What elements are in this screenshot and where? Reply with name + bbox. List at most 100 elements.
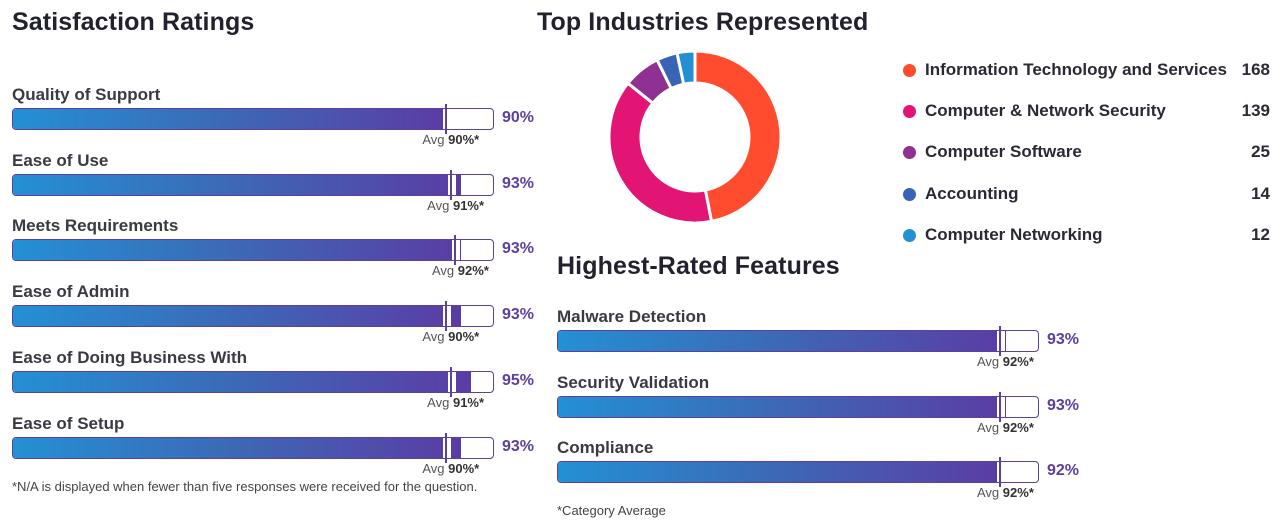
rating-label: Ease of Admin: [12, 282, 130, 302]
rating-bar-track: [12, 436, 494, 459]
rating-bar-track: [557, 330, 1039, 352]
avg-value: 92%*: [1002, 419, 1034, 435]
avg-prefix: Avg: [427, 394, 450, 410]
avg-prefix: Avg: [432, 263, 455, 279]
legend-count: 14: [1251, 183, 1270, 203]
satisfaction-title: Satisfaction Ratings: [12, 8, 255, 36]
rating-bar-fill: [13, 306, 462, 327]
rating-bar-track: [12, 108, 494, 130]
avg-prefix: Avg: [977, 354, 1000, 369]
avg-marker-gap: [997, 396, 1006, 417]
avg-value: 92%*: [1002, 485, 1034, 501]
avg-marker-line: [444, 432, 447, 463]
legend-count: 12: [1251, 224, 1270, 244]
rating-bar-fill: [558, 331, 1007, 351]
rating-value: 92%: [1047, 462, 1080, 480]
legend-label: Accounting: [925, 183, 1019, 203]
avg-marker-line: [454, 235, 457, 266]
avg-marker-gap: [447, 174, 456, 195]
rating-bar-fill: [13, 240, 462, 261]
rating-row: Security Validation 93% Avg 92%*: [557, 373, 1087, 439]
legend-label: Information Technology and Services: [925, 60, 1227, 79]
rating-average: Avg 92%*: [977, 485, 1034, 500]
avg-marker-gap: [442, 437, 451, 458]
rating-average: Avg 91%*: [427, 198, 484, 213]
avg-value: 92%*: [457, 263, 489, 279]
avg-value: 90%*: [448, 460, 480, 476]
rating-bar-track: [12, 305, 494, 328]
rating-value: 90%: [502, 109, 535, 126]
avg-marker-gap: [442, 109, 451, 129]
legend-item[interactable]: Information Technology and Services 168: [903, 59, 1270, 83]
rating-bar-fill: [558, 462, 1002, 483]
legend-item[interactable]: Accounting 14: [903, 183, 1270, 207]
avg-marker-gap: [442, 306, 451, 327]
legend-color-dot-icon: [903, 146, 916, 160]
rating-label: Ease of Doing Business With: [12, 347, 248, 367]
legend-label: Computer Networking: [925, 224, 1103, 244]
rating-row: Malware Detection 93% Avg 92%*: [557, 307, 1087, 373]
rating-bar-track: [12, 239, 494, 262]
rating-bar-track: [557, 461, 1039, 484]
rating-value: 95%: [502, 371, 535, 389]
donut-slice[interactable]: [607, 81, 714, 225]
rating-label: Malware Detection: [557, 307, 707, 326]
rating-row: Compliance 92% Avg 92%*: [557, 438, 1087, 504]
avg-prefix: Avg: [977, 419, 1000, 435]
rating-bar-track: [12, 173, 494, 196]
avg-marker-line: [444, 301, 447, 332]
legend-count: 139: [1241, 101, 1270, 121]
rating-bar-fill: [13, 174, 462, 195]
rating-bar-track: [12, 370, 494, 393]
rating-row: Ease of Use 93% Avg 91%*: [12, 151, 542, 217]
donut-slice[interactable]: [693, 49, 783, 224]
avg-marker-line: [444, 104, 447, 134]
rating-value: 93%: [502, 174, 535, 192]
rating-average: Avg 90%*: [422, 461, 479, 476]
rating-average: Avg 91%*: [427, 395, 484, 410]
avg-prefix: Avg: [427, 197, 450, 213]
legend-item[interactable]: Computer Software 25: [903, 141, 1270, 165]
avg-marker-gap: [447, 371, 456, 392]
legend-color-dot-icon: [903, 64, 916, 77]
donut-slice[interactable]: [675, 49, 697, 86]
rating-row: Meets Requirements 93% Avg 92%*: [12, 216, 542, 282]
legend-count: 25: [1251, 142, 1270, 162]
industries-donut-chart: [607, 49, 783, 225]
rating-bar-fill: [13, 109, 447, 129]
features-footnote: *Category Average: [557, 503, 666, 518]
avg-prefix: Avg: [977, 485, 1000, 501]
avg-marker-line: [999, 391, 1002, 422]
features-title: Highest-Rated Features: [557, 252, 840, 280]
rating-bar-fill: [13, 371, 471, 392]
rating-value: 93%: [502, 306, 535, 324]
legend-item[interactable]: Computer Networking 12: [903, 224, 1270, 248]
legend-color-dot-icon: [903, 228, 916, 242]
legend-label: Computer & Network Security: [925, 101, 1166, 121]
legend-item[interactable]: Computer & Network Security 139: [903, 100, 1270, 124]
avg-value: 92%*: [1002, 354, 1034, 369]
legend-color-dot-icon: [903, 187, 916, 201]
rating-label: Ease of Setup: [12, 413, 125, 433]
rating-value: 93%: [1047, 396, 1080, 414]
avg-value: 91%*: [452, 197, 485, 213]
rating-average: Avg 90%*: [422, 132, 479, 147]
avg-prefix: Avg: [422, 329, 445, 345]
rating-value: 93%: [1047, 331, 1080, 348]
rating-average: Avg 90%*: [422, 329, 479, 344]
avg-marker-line: [999, 326, 1002, 356]
rating-label: Security Validation: [557, 372, 710, 392]
rating-bar-fill: [558, 396, 1007, 417]
avg-marker-line: [449, 169, 452, 200]
rating-row: Ease of Doing Business With 95% Avg 91%*: [12, 348, 542, 414]
rating-bar-fill: [13, 437, 462, 458]
avg-value: 90%*: [448, 329, 480, 345]
satisfaction-footnote: *N/A is displayed when fewer than five r…: [12, 479, 478, 494]
rating-row: Quality of Support 90% Avg 90%*: [12, 85, 542, 151]
avg-prefix: Avg: [422, 132, 445, 147]
rating-average: Avg 92%*: [977, 420, 1034, 435]
rating-value: 93%: [502, 240, 535, 258]
rating-label: Compliance: [557, 438, 654, 458]
legend-count: 168: [1241, 60, 1270, 79]
avg-marker-line: [449, 366, 452, 397]
